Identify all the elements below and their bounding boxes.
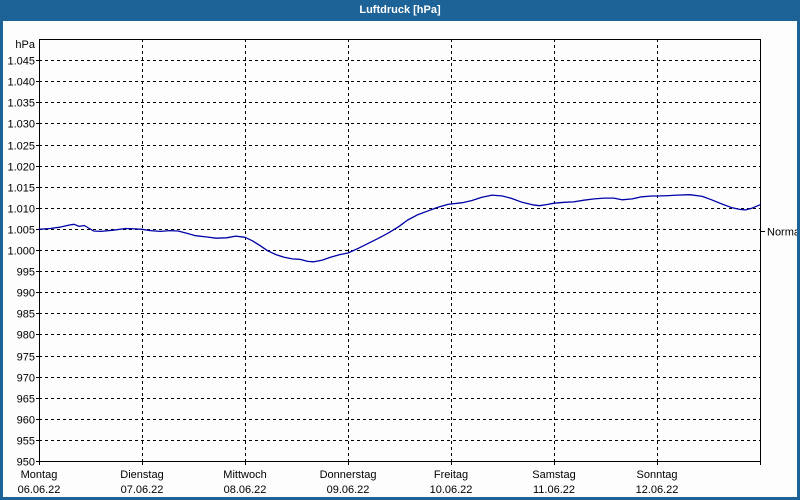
date-label: 10.06.22: [430, 484, 473, 496]
y-tick-label: 975: [17, 352, 35, 364]
y-tick-label: 990: [17, 288, 35, 300]
date-label: 12.06.22: [636, 484, 679, 496]
day-label: Dienstag: [120, 469, 163, 481]
y-axis-unit-label: hPa: [15, 39, 35, 51]
date-label: 11.06.22: [533, 484, 575, 496]
titlebar[interactable]: Luftdruck [hPa]: [0, 0, 800, 21]
y-tick-label: 970: [17, 373, 35, 385]
y-tick-label: 1.010: [7, 204, 35, 216]
plot-border: [39, 39, 761, 462]
pressure-line: [38, 194, 761, 263]
y-tick-label: 950: [17, 457, 35, 469]
y-tick-label: 955: [17, 436, 35, 448]
y-tick-label: 995: [17, 267, 35, 279]
date-label: 09.06.22: [327, 484, 370, 496]
day-label: Mittwoch: [223, 469, 266, 481]
y-tick-label: 1.045: [7, 56, 35, 68]
day-label: Montag: [21, 469, 58, 481]
y-tick-label: 1.005: [7, 225, 35, 237]
day-label: Freitag: [434, 469, 468, 481]
y-tick-label: 1.000: [7, 246, 35, 258]
day-label: Donnerstag: [320, 469, 377, 481]
y-tick-label: 965: [17, 394, 35, 406]
y-tick-label: 1.020: [7, 162, 35, 174]
y-tick-label: 1.015: [7, 183, 35, 195]
y-tick-label: 1.025: [7, 141, 35, 153]
normal-label: Normal: [767, 227, 800, 239]
y-tick-label: 985: [17, 309, 35, 321]
y-tick-label: 980: [17, 330, 35, 342]
date-label: 07.06.22: [121, 484, 164, 496]
y-tick-label: 1.030: [7, 119, 35, 131]
window-title: Luftdruck [hPa]: [359, 4, 441, 16]
date-label: 06.06.22: [18, 484, 61, 496]
day-label: Samstag: [532, 469, 575, 481]
y-tick-label: 1.035: [7, 98, 35, 110]
day-label: Sonntag: [637, 469, 678, 481]
y-tick-label: 960: [17, 415, 35, 427]
date-label: 08.06.22: [224, 484, 267, 496]
y-tick-label: 1.040: [7, 77, 35, 89]
